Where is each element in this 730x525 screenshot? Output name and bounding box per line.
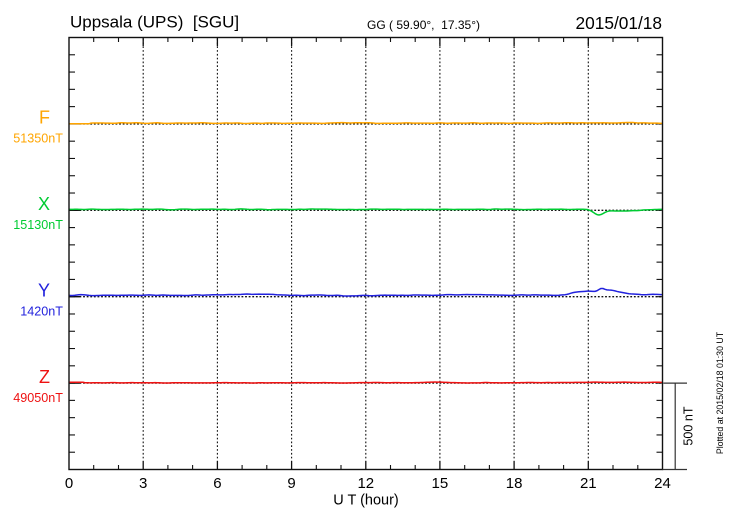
svg-text:0: 0 (65, 475, 73, 492)
svg-text:U T (hour): U T (hour) (333, 493, 399, 509)
svg-text:2015/01/18: 2015/01/18 (576, 13, 663, 33)
svg-text:Uppsala (UPS) [SGU]: Uppsala (UPS) [SGU] (70, 13, 239, 32)
svg-text:Y: Y (38, 280, 50, 300)
svg-text:X: X (38, 194, 50, 214)
svg-text:6: 6 (213, 475, 221, 492)
svg-text:21: 21 (580, 475, 597, 492)
svg-text:24: 24 (654, 475, 671, 492)
svg-text:Plotted at 2015/02/18 01:30 UT: Plotted at 2015/02/18 01:30 UT (715, 331, 725, 454)
svg-text:12: 12 (357, 475, 374, 492)
svg-text:3: 3 (139, 475, 147, 492)
svg-text:51350nT: 51350nT (13, 132, 63, 146)
svg-text:500 nT: 500 nT (682, 406, 696, 446)
svg-text:1420nT: 1420nT (20, 304, 63, 318)
svg-text:F: F (39, 108, 50, 128)
svg-text:15: 15 (432, 475, 449, 492)
svg-text:GG ( 59.90°, 17.35°): GG ( 59.90°, 17.35°) (367, 18, 480, 32)
svg-text:15130nT: 15130nT (13, 218, 63, 232)
svg-text:Z: Z (39, 367, 50, 387)
svg-text:18: 18 (506, 475, 523, 492)
svg-text:49050nT: 49050nT (13, 391, 63, 405)
svg-text:9: 9 (287, 475, 295, 492)
